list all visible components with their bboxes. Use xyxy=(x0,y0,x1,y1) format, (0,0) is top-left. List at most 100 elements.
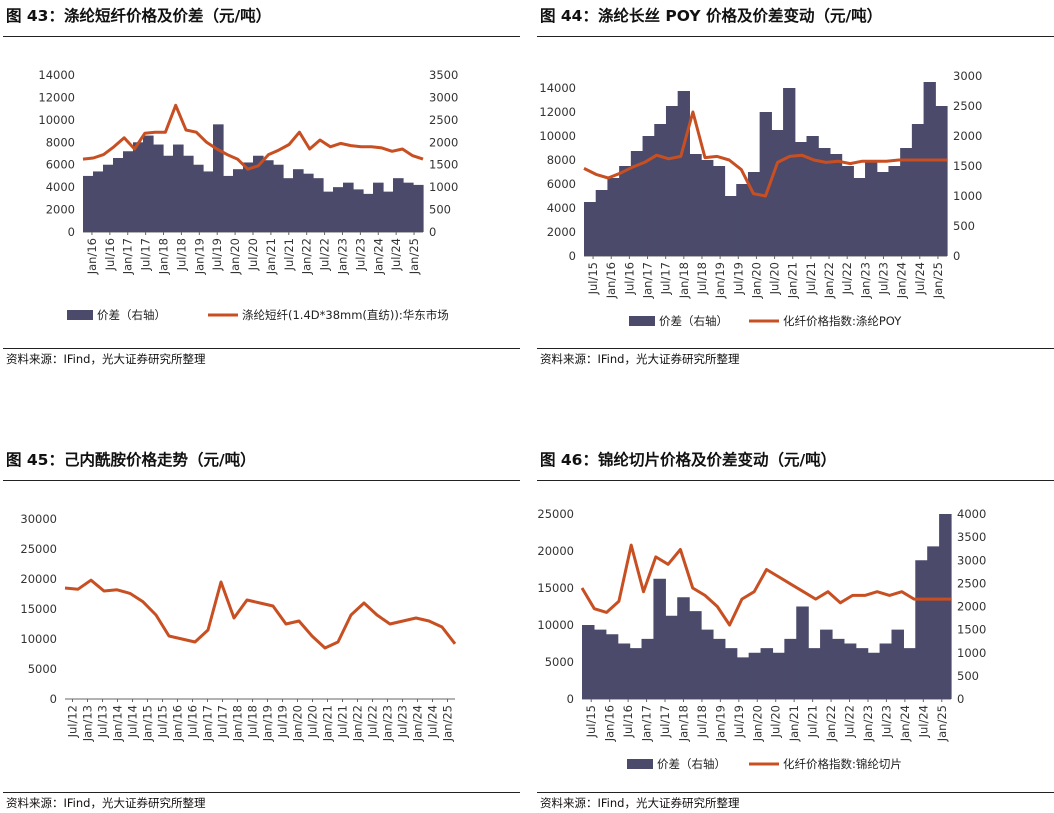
left-axis-tick-label: 4000 xyxy=(547,201,576,215)
left-axis-tick-label: 14000 xyxy=(38,68,75,82)
bar-mark xyxy=(642,136,655,256)
x-axis-tick-label: Jan/18 xyxy=(231,705,245,742)
bar-mark xyxy=(263,160,274,232)
bar-mark xyxy=(888,166,901,256)
x-axis-tick-label: Jan/18 xyxy=(676,705,690,742)
x-axis-tick-label: Jul/20 xyxy=(246,238,260,271)
bar-mark xyxy=(163,155,174,232)
bar-mark xyxy=(665,106,679,256)
x-axis-tick-label: Jan/20 xyxy=(749,262,763,299)
x-axis-tick-label: Jul/21 xyxy=(806,705,820,738)
left-axis-tick-label: 6000 xyxy=(46,158,75,172)
bar-mark xyxy=(915,560,928,699)
x-axis-tick-label: Jul/20 xyxy=(768,262,782,295)
x-axis-tick-label: Jul/16 xyxy=(621,705,635,738)
left-axis-tick-label: 0 xyxy=(569,249,576,263)
bar-mark xyxy=(796,606,809,699)
title-divider xyxy=(3,36,520,37)
left-axis-tick-label: 14000 xyxy=(539,81,576,95)
chart-title: 图 46：锦纶切片价格及价差变动（元/吨） xyxy=(540,451,837,469)
legend-swatch-bar xyxy=(627,759,653,769)
right-axis-tick-label: 0 xyxy=(429,225,436,239)
bar-mark xyxy=(593,629,607,699)
x-axis-tick-label: Jul/17 xyxy=(139,238,153,271)
bar-mark xyxy=(923,82,936,256)
bar-mark xyxy=(607,178,620,256)
bar-mark xyxy=(935,106,948,256)
bar-mark xyxy=(818,148,831,256)
bar-mark xyxy=(736,184,749,256)
right-axis-tick-label: 0 xyxy=(953,249,960,263)
right-axis-tick-label: 2500 xyxy=(953,99,982,113)
x-axis-tick-label: Jan/21 xyxy=(321,705,335,742)
bar-mark xyxy=(701,160,714,256)
bar-mark xyxy=(927,546,940,699)
x-axis-tick-label: Jul/17 xyxy=(216,705,230,738)
legend-swatch-bar xyxy=(629,316,655,326)
bar-mark xyxy=(113,157,124,232)
x-axis-tick-label: Jul/21 xyxy=(282,238,296,271)
x-axis-tick-label: Jul/14 xyxy=(126,705,140,738)
series-line xyxy=(82,103,424,171)
bar-mark xyxy=(689,611,702,699)
chart-panel-46: 图 46：锦纶切片价格及价差变动（元/吨） 0 5000 10000 15000 200… xyxy=(537,444,1054,813)
bar-mark xyxy=(677,91,690,256)
bar-mark xyxy=(630,151,644,256)
bar-mark xyxy=(403,182,414,232)
source-divider xyxy=(537,792,1054,793)
bar-mark xyxy=(841,166,854,256)
x-axis-tick-label: Jul/15 xyxy=(586,262,600,295)
x-axis-tick-label: Jul/24 xyxy=(916,705,930,738)
right-axis-tick-label: 3000 xyxy=(957,553,986,567)
bar-mark xyxy=(83,175,94,232)
right-axis-tick-label: 2000 xyxy=(957,600,986,614)
bar-mark xyxy=(900,148,913,256)
x-axis-tick-label: Jan/19 xyxy=(192,238,206,275)
x-axis-tick-label: Jul/24 xyxy=(913,262,927,295)
legend-label: 化纤价格指数:涤纶POY xyxy=(783,314,902,328)
bar-mark xyxy=(771,130,784,256)
bar-mark xyxy=(829,154,843,256)
x-axis-tick-label: Jul/15 xyxy=(156,705,170,738)
x-axis-tick-label: Jan/21 xyxy=(264,238,278,275)
x-axis-tick-label: Jan/21 xyxy=(786,262,800,299)
bar-mark xyxy=(213,124,224,232)
x-axis-tick-label: Jul/24 xyxy=(389,238,403,271)
x-axis-tick-label: Jul/22 xyxy=(840,262,854,295)
bar-mark xyxy=(794,142,808,256)
x-axis-tick-label: Jan/22 xyxy=(824,705,838,742)
right-axis-tick-label: 500 xyxy=(429,203,451,217)
right-axis-tick-label: 0 xyxy=(957,692,964,706)
x-axis-tick-label: Jul/16 xyxy=(622,262,636,295)
bar-mark xyxy=(253,155,264,232)
left-axis-tick-label: 2000 xyxy=(547,225,576,239)
bar-mark xyxy=(273,164,284,232)
bar-mark xyxy=(93,171,104,232)
x-axis-tick-label: Jan/18 xyxy=(677,262,691,299)
left-axis-tick-label: 6000 xyxy=(547,177,576,191)
right-axis-tick-label: 1500 xyxy=(429,158,458,172)
chart-title: 图 43：涤纶短纤价格及价差（元/吨） xyxy=(6,7,272,25)
x-axis-tick-label: Jan/20 xyxy=(228,238,242,275)
x-axis-tick-label: Jan/17 xyxy=(640,705,654,742)
right-axis-tick-label: 2000 xyxy=(953,129,982,143)
right-axis-tick-label: 500 xyxy=(957,669,979,683)
chart-46-svg: 0 5000 10000 15000 20000 25000 0 500 1000 1500 200… xyxy=(537,507,986,771)
left-axis-tick-label: 25000 xyxy=(20,542,57,556)
bar-mark xyxy=(353,189,364,232)
source-divider xyxy=(3,792,520,793)
x-axis-tick-label: Jul/22 xyxy=(318,238,332,271)
x-axis-tick-label: Jan/24 xyxy=(895,262,909,299)
left-axis-tick-label: 4000 xyxy=(46,180,75,194)
bar-mark xyxy=(831,638,845,699)
bar-mark xyxy=(701,629,714,699)
bar-mark xyxy=(939,514,952,699)
legend-swatch-bar xyxy=(67,310,93,320)
bar-mark xyxy=(153,144,164,232)
x-axis-tick-label: Jul/21 xyxy=(336,705,350,738)
x-axis-tick-label: Jul/23 xyxy=(876,262,890,295)
x-axis-tick-label: Jan/25 xyxy=(441,705,455,742)
bar-mark xyxy=(595,190,609,256)
x-axis-tick-label: Jul/20 xyxy=(769,705,783,738)
